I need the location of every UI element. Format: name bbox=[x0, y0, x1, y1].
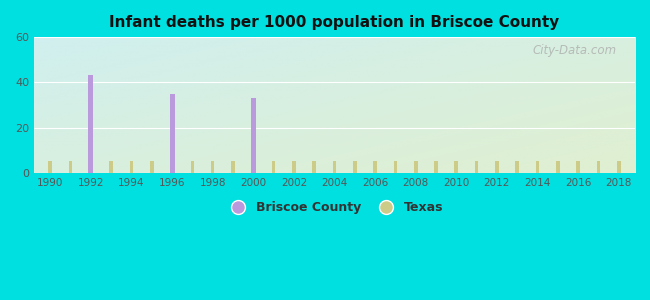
Bar bbox=[495, 161, 499, 173]
Bar bbox=[454, 161, 458, 173]
Bar bbox=[515, 161, 519, 173]
Bar bbox=[88, 76, 94, 173]
Bar bbox=[394, 161, 397, 173]
Bar bbox=[577, 161, 580, 173]
Bar bbox=[617, 161, 621, 173]
Bar bbox=[109, 161, 113, 173]
Bar bbox=[292, 161, 296, 173]
Title: Infant deaths per 1000 population in Briscoe County: Infant deaths per 1000 population in Bri… bbox=[109, 15, 560, 30]
Bar bbox=[373, 161, 377, 173]
Bar bbox=[170, 94, 175, 173]
Bar bbox=[129, 161, 133, 173]
Bar bbox=[556, 161, 560, 173]
Bar bbox=[536, 161, 540, 173]
Bar bbox=[211, 161, 214, 173]
Bar bbox=[474, 161, 478, 173]
Bar bbox=[313, 161, 316, 173]
Bar bbox=[69, 161, 72, 173]
Bar bbox=[170, 161, 174, 173]
Bar bbox=[272, 161, 276, 173]
Bar bbox=[48, 161, 52, 173]
Bar bbox=[333, 161, 336, 173]
Bar bbox=[150, 161, 153, 173]
Bar bbox=[89, 161, 93, 173]
Bar bbox=[434, 161, 438, 173]
Text: City-Data.com: City-Data.com bbox=[533, 44, 617, 57]
Bar bbox=[597, 161, 601, 173]
Bar bbox=[353, 161, 357, 173]
Bar bbox=[231, 161, 235, 173]
Bar bbox=[251, 98, 256, 173]
Legend: Briscoe County, Texas: Briscoe County, Texas bbox=[221, 196, 448, 219]
Bar bbox=[252, 161, 255, 173]
Bar bbox=[414, 161, 417, 173]
Bar bbox=[190, 161, 194, 173]
